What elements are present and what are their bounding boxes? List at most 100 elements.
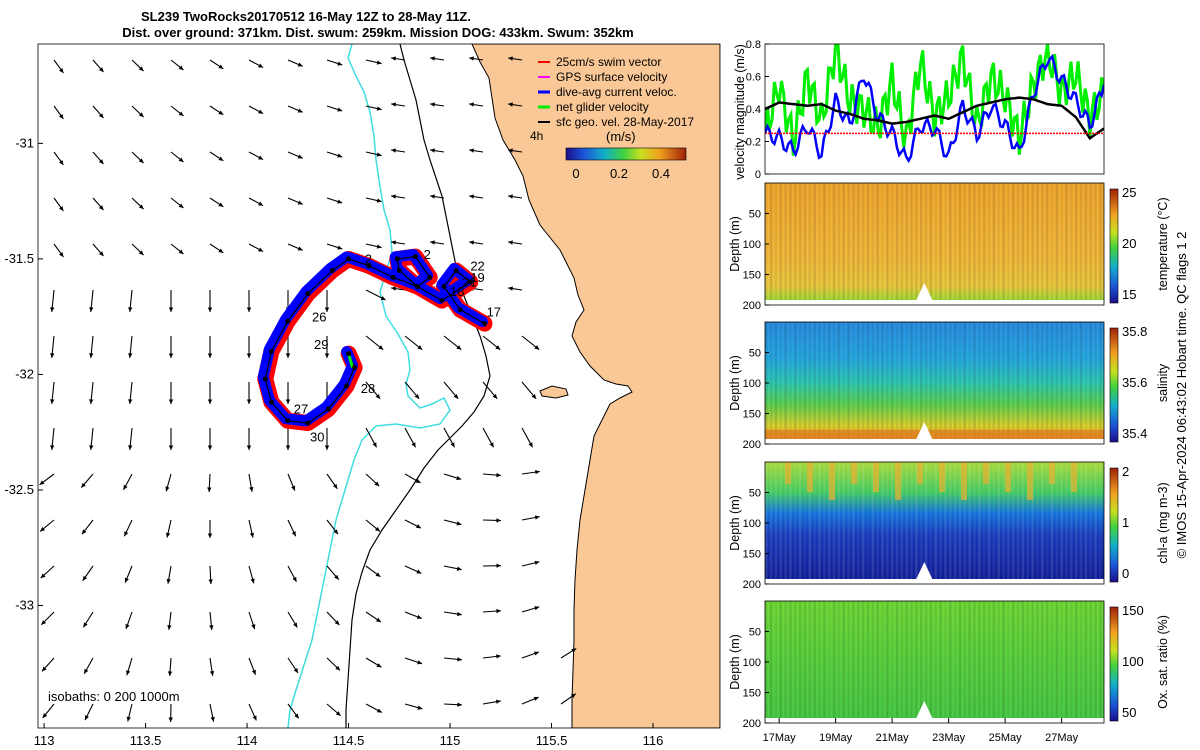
current-arrow-head (246, 307, 252, 312)
panel-chla-streak (1041, 462, 1044, 584)
current-arrow-head (178, 157, 184, 162)
current-arrow-head (335, 665, 341, 671)
current-arrow-head (128, 353, 133, 358)
current-arrow (443, 335, 462, 351)
panel-temperature-ytick-label-1: 100 (743, 239, 761, 251)
panel-oxygen-streak (866, 601, 870, 723)
panel-oxygen-streak (1007, 601, 1010, 723)
current-arrow (50, 381, 55, 404)
panel-salinity-streak (1055, 322, 1059, 444)
panel-temperature-streak (1055, 183, 1059, 305)
panel-oxygen-streak (1002, 601, 1005, 723)
panel-chla-streak (944, 462, 947, 584)
map-y-tick-label-2: -32 (15, 366, 34, 381)
panel-oxygen-streak (944, 601, 947, 723)
panel-temperature-streak (798, 183, 802, 305)
current-arrow (326, 59, 343, 66)
panel-salinity-streak (997, 322, 1000, 444)
current-arrow (126, 657, 133, 676)
panel-salinity-streak (1031, 322, 1034, 444)
panel-temperature-ytick-label-2: 150 (743, 270, 761, 282)
panel-oxygen-streak (832, 601, 836, 723)
current-arrow-head (165, 532, 171, 538)
day-label-3: 21 (462, 275, 476, 290)
panel-oxygen-streak (929, 601, 933, 723)
velocity-y-tick-label-2: 0.4 (746, 104, 761, 116)
footer-copyright: © IMOS 15-Apr-2024 06:43:02 Hobart time.… (1174, 232, 1189, 559)
map-y-tick-label-3: -32.5 (4, 482, 34, 497)
current-arrow (430, 148, 445, 153)
current-arrow-head (456, 475, 462, 481)
legend-geo: sfc geo. vel. 28-May-2017 (538, 115, 694, 129)
panel-temperature-streak (1036, 183, 1039, 305)
panel-chla-streak (1079, 462, 1083, 584)
panel-salinity-cbar-label: salinity (1156, 363, 1170, 402)
current-arrow-head (218, 110, 224, 115)
panel-chla-streak (813, 462, 816, 584)
current-arrow-head (210, 716, 215, 722)
panel-chla-streak (1016, 462, 1020, 584)
time-tick-label-5: 27May (1045, 732, 1079, 744)
current-arrow-head (430, 240, 435, 245)
current-arrow-head (207, 307, 213, 312)
panel-chla-streak (857, 462, 860, 584)
current-arrow-head (391, 240, 396, 245)
current-arrow (123, 473, 133, 491)
current-arrow-head (378, 345, 384, 350)
panel-temperature-field (765, 183, 1104, 305)
current-arrow-head (417, 345, 423, 350)
panel-oxygen-streak (1089, 601, 1092, 723)
panel-salinity-streak (1007, 322, 1010, 444)
current-arrow-head (376, 198, 382, 203)
panel-oxygen-bottom-mask (765, 701, 1104, 723)
panel-oxygen-streak (818, 601, 821, 723)
panel-chla-streak (900, 462, 904, 584)
panel-chla-streak (1094, 462, 1097, 584)
panel-temperature-streak (827, 183, 831, 305)
current-arrow-head (535, 469, 540, 475)
current-arrow (482, 608, 501, 614)
panel-oxygen-streak (881, 601, 884, 723)
current-arrow (365, 243, 382, 249)
track-point (439, 298, 445, 303)
current-arrow (209, 657, 215, 676)
speed-colorbar (565, 147, 687, 161)
current-arrow (404, 611, 422, 620)
panel-chla-content (765, 462, 1104, 584)
panel-temperature-streak (968, 183, 971, 305)
panel-temperature-cbar-tick-0: 25 (1122, 185, 1136, 200)
day-label-6: 2 (424, 247, 431, 262)
current-arrow (469, 194, 484, 199)
panel-oxygen-streak (905, 601, 908, 723)
velocity-y-tick-label-4: 0.8 (746, 39, 761, 51)
panel-temperature: 50 100 150 200 Depth (m) 25 20 15 temperature (°… (728, 182, 1170, 312)
panel-chla-surface-patch (1071, 462, 1077, 492)
current-arrow-head (391, 148, 396, 153)
panel-temperature-streak (837, 183, 841, 305)
map-x-tick-label-6: 116 (643, 733, 664, 748)
panel-salinity-streak (1084, 322, 1088, 444)
current-arrow-head (138, 112, 144, 118)
panel-chla-streak (1050, 462, 1054, 584)
track-point (344, 383, 350, 389)
current-arrow-head (165, 486, 170, 492)
current-arrow-head (430, 148, 435, 153)
current-arrow (443, 473, 462, 481)
panel-salinity-streak (915, 322, 918, 444)
current-arrow-head (337, 153, 343, 158)
panel-oxygen-streak (823, 601, 826, 723)
panel-salinity-streak (958, 322, 962, 444)
panel-oxygen-streak (1050, 601, 1054, 723)
panel-oxygen-streak (1070, 601, 1073, 723)
current-arrow-head (89, 445, 94, 450)
current-arrow (168, 428, 174, 450)
map-frame (37, 43, 721, 729)
panel-chla-streak (808, 462, 812, 584)
current-arrow-head (324, 445, 330, 450)
panel-oxygen-ytick-label-0: 50 (749, 627, 761, 639)
panel-salinity-cbar-tick-0: 35.8 (1122, 324, 1147, 339)
panel-oxygen-streak (1074, 601, 1078, 723)
current-arrow (207, 473, 212, 493)
panel-chla-streak (842, 462, 845, 584)
